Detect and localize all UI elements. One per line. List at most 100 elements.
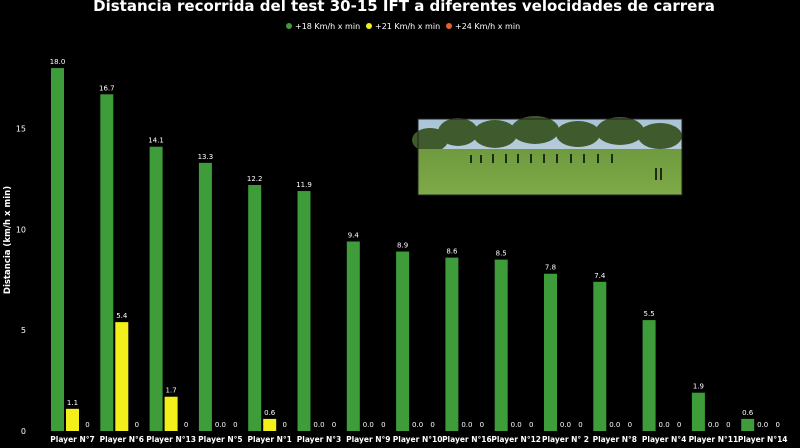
data-label-s1-14: 0.0 <box>757 421 768 429</box>
bar-s0-11 <box>593 281 607 431</box>
data-label-s2-3: 0 <box>233 421 237 429</box>
data-label-s2-13: 0 <box>726 421 730 429</box>
data-label-s1-9: 0.0 <box>511 421 522 429</box>
data-label-s0-6: 9.4 <box>348 231 360 239</box>
y-tick-label: 15 <box>16 125 26 134</box>
bar-s0-12 <box>642 320 656 431</box>
y-axis-label: Distancia (km/h x min) <box>3 186 13 294</box>
data-label-s2-1: 0 <box>135 421 139 429</box>
data-label-s2-5: 0 <box>332 421 336 429</box>
legend-swatch-s1 <box>366 23 372 29</box>
data-label-s0-5: 11.9 <box>296 181 312 189</box>
data-label-s1-4: 0.6 <box>264 409 276 417</box>
bar-s0-3 <box>198 162 212 431</box>
data-label-s0-0: 18.0 <box>50 58 66 66</box>
bar-s0-9 <box>494 259 508 431</box>
data-label-s0-8: 8.6 <box>446 248 458 256</box>
photo-players <box>470 154 662 180</box>
data-label-s0-9: 8.5 <box>496 250 507 258</box>
category-label: Player N°9 <box>346 435 390 444</box>
data-label-s1-2: 1.7 <box>166 387 177 395</box>
data-label-s2-10: 0 <box>578 421 582 429</box>
data-label-s2-4: 0 <box>282 421 286 429</box>
field-photo <box>412 116 683 196</box>
data-label-s1-1: 5.4 <box>116 312 128 320</box>
data-label-s1-5: 0.0 <box>313 421 324 429</box>
bar-s0-8 <box>445 257 459 431</box>
data-label-s0-7: 8.9 <box>397 242 408 250</box>
category-label: Player N°3 <box>297 435 341 444</box>
data-label-s2-7: 0 <box>430 421 434 429</box>
bar-s1-1 <box>115 322 129 431</box>
data-label-s1-0: 1.1 <box>67 399 78 407</box>
bar-s0-5 <box>297 191 311 431</box>
data-label-s1-10: 0.0 <box>560 421 571 429</box>
data-label-s0-2: 14.1 <box>148 137 164 145</box>
y-tick-label: 0 <box>21 427 26 436</box>
data-label-s1-7: 0.0 <box>412 421 423 429</box>
legend-swatch-s0 <box>286 23 292 29</box>
category-labels: Player N°7 Player N°6 Player N°13 Player N°… <box>50 435 787 444</box>
legend-label-s0: +18 Km/h x min <box>295 22 360 31</box>
data-label-s2-14: 0 <box>775 421 779 429</box>
data-label-s2-11: 0 <box>628 421 632 429</box>
bar-s0-4 <box>248 185 262 431</box>
category-label: Player N°6 <box>100 435 144 444</box>
data-label-s1-3: 0.0 <box>215 421 226 429</box>
bar-s0-2 <box>149 146 163 432</box>
data-label-s1-6: 0.0 <box>363 421 374 429</box>
data-label-s2-9: 0 <box>529 421 533 429</box>
data-label-s0-10: 7.8 <box>545 264 556 272</box>
category-label: Player N°8 <box>593 435 637 444</box>
data-label-s0-13: 1.9 <box>693 383 704 391</box>
legend-label-s2: +24 Km/h x min <box>455 22 520 31</box>
category-label: Player N°7 <box>50 435 94 444</box>
data-label-s0-3: 13.3 <box>198 153 214 161</box>
y-tick-label: 10 <box>16 225 26 234</box>
photo-trees <box>412 116 682 152</box>
bar-s0-10 <box>544 273 557 431</box>
category-label: Player N°13 <box>146 435 196 444</box>
legend-label-s1: +21 Km/h x min <box>375 22 440 31</box>
data-label-s0-4: 12.2 <box>247 175 263 183</box>
legend-swatch-s2 <box>446 23 452 29</box>
bar-s1-0 <box>66 408 79 431</box>
data-label-s2-6: 0 <box>381 421 385 429</box>
category-label: Player N°16 <box>442 435 492 444</box>
category-label: Player N°14 <box>738 435 788 444</box>
data-label-s1-13: 0.0 <box>708 421 719 429</box>
category-label: Player N°12 <box>491 435 541 444</box>
bar-s0-14 <box>741 418 755 431</box>
category-label: Player N°5 <box>198 435 242 444</box>
photo-grass <box>418 149 682 195</box>
category-label: Player N° 2 <box>542 435 589 444</box>
category-label: Player N°4 <box>642 435 686 444</box>
bar-s0-6 <box>346 241 360 431</box>
data-label-s1-12: 0.0 <box>659 421 670 429</box>
data-label-s2-0: 0 <box>85 421 89 429</box>
y-axis-ticks: 0 5 10 15 <box>16 125 26 436</box>
y-tick-label: 5 <box>21 326 26 335</box>
bar-s1-4 <box>263 418 277 431</box>
data-label-s0-12: 5.5 <box>644 310 655 318</box>
data-label-s2-12: 0 <box>677 421 681 429</box>
data-label-s2-2: 0 <box>184 421 188 429</box>
bar-s0-13 <box>691 392 705 431</box>
category-label: Player N°10 <box>393 435 443 444</box>
bar-s0-1 <box>100 94 114 431</box>
legend: +18 Km/h x min +21 Km/h x min +24 Km/h x… <box>286 22 520 31</box>
chart-title: Distancia recorrida del test 30-15 IFT a… <box>93 0 715 15</box>
data-label-s2-8: 0 <box>480 421 484 429</box>
bar-s0-0 <box>51 68 64 431</box>
bar-s0-7 <box>396 251 410 431</box>
category-label: Player N°11 <box>689 435 739 444</box>
data-label-s1-8: 0.0 <box>461 421 472 429</box>
data-label-s0-11: 7.4 <box>594 272 606 280</box>
data-label-s0-1: 16.7 <box>99 84 115 92</box>
data-label-s1-11: 0.0 <box>609 421 620 429</box>
bar-s1-2 <box>164 396 178 431</box>
category-label: Player N°1 <box>247 435 291 444</box>
data-label-s0-14: 0.6 <box>742 409 754 417</box>
